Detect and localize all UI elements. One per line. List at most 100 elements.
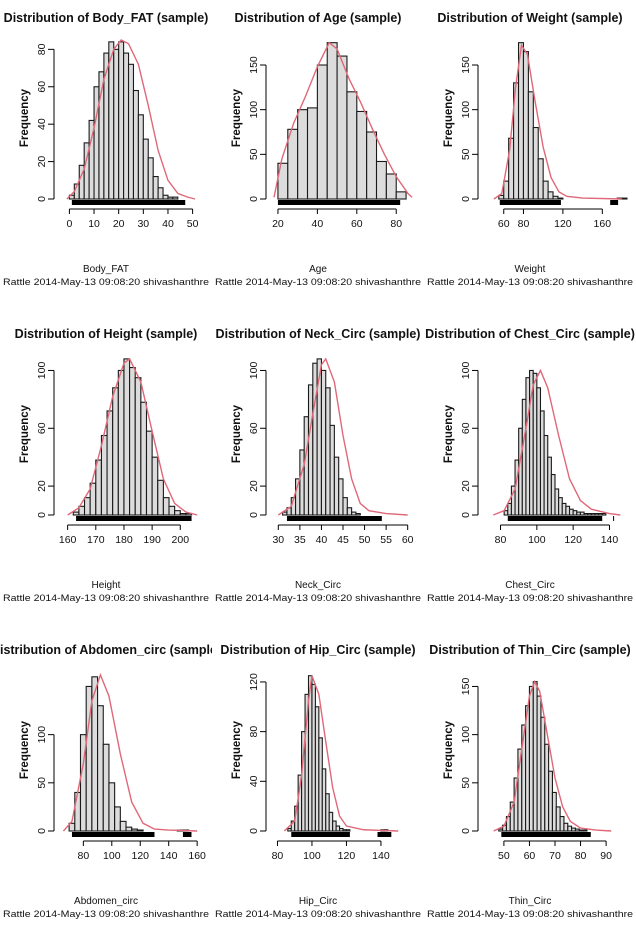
chart-svg: Distribution of Neck_Circ (sample) Frequ… [215,327,421,604]
y-axis-label: Frequency [231,720,243,779]
x-tick-label: 180 [115,534,133,546]
x-tick-label: 60 [402,534,414,546]
histogram-bar [539,410,545,516]
y-axis-label: Frequency [231,404,243,463]
x-tick-label: 55 [380,534,392,546]
x-tick-label: 40 [316,534,328,546]
histogram-bar [162,194,169,200]
x-axis-label: Thin_Circ [509,896,552,907]
histogram-bar [131,828,138,832]
y-tick-label: 0 [36,512,48,518]
y-tick-label: 0 [460,196,472,202]
x-axis-label: Abdomen_circ [74,896,138,907]
y-tick-label: 0 [460,512,472,518]
plot-area: 0 20 60 100 160 170 180 190 200 [36,357,198,546]
histogram-bar [112,387,119,516]
histogram-bar [137,114,144,200]
y-tick-label: 100 [36,726,48,744]
histogram-bar [527,91,534,200]
histogram-bar [118,41,125,200]
x-tick-label: 100 [528,534,546,546]
y-axis-label: Frequency [19,404,31,463]
y-axis-label: Frequency [443,404,455,463]
y-axis-label: Frequency [19,88,31,147]
rug-marks [610,200,619,205]
histogram-bar [571,827,576,832]
density-curve [273,41,413,198]
x-tick-label: 80 [518,218,530,230]
chart-title: Distribution of Chest_Circ (sample) [425,327,635,341]
y-tick-label: 100 [248,101,260,119]
histogram-bar [345,829,351,832]
histogram-bar [108,41,115,200]
histogram-bar [117,369,125,516]
x-tick-label: 60 [498,218,510,230]
x-tick-label: 0 [66,218,72,230]
chart-svg: Distribution of Age (sample) Frequency 0… [215,11,421,288]
histogram-bar [129,367,136,516]
y-tick-label: 50 [460,148,472,160]
x-tick-label: 160 [59,534,77,546]
chart-title: Distribution of Hip_Circ (sample) [220,643,415,657]
histogram-bar [167,196,174,200]
y-tick-label: 0 [460,828,472,834]
x-tick-label: 70 [549,850,561,862]
histogram-bar [559,816,565,832]
histogram-bar [108,782,116,832]
histogram-bar [312,362,318,516]
x-axis-label: Weight [515,264,546,275]
histogram-bar [537,158,544,200]
histogram-bar [578,829,584,832]
histogram-bar [551,791,557,832]
x-tick-label: 35 [294,534,306,546]
histogram-bar [540,716,546,832]
y-tick-label: 50 [248,148,260,160]
y-tick-label: 40 [36,118,48,130]
histogram-bar [282,511,288,516]
histogram-bar [542,180,549,200]
histogram-bar [528,685,534,832]
histogram-bar [338,478,344,516]
histogram-bar [567,825,573,832]
histogram-bar [168,505,176,516]
histogram-bar [102,743,110,832]
histogram-bar [95,459,102,516]
histogram-bar [320,369,327,516]
histogram-bar [136,829,144,832]
plot-area: 0 20 40 60 80 0 10 20 30 40 50 [36,39,199,230]
x-axis-label: Age [309,264,327,275]
density-curve [67,357,198,516]
y-tick-label: 100 [460,726,472,744]
rug-marks [499,200,561,205]
chart-svg: Distribution of Hip_Circ (sample) Freque… [215,643,421,920]
density-curve [66,39,196,200]
histogram-bar [119,820,127,832]
histogram-bar [174,510,181,516]
histogram-bar [503,180,510,200]
x-axis-label: Neck_Circ [295,580,341,591]
x-tick-label: 50 [359,534,371,546]
rug-marks [613,516,615,521]
histogram-bar [147,157,154,200]
histogram-bar [518,427,523,516]
y-axis-label: Frequency [443,720,455,779]
footer-caption: Rattle 2014-May-13 09:08:20 shivashanthr… [3,909,209,920]
y-tick-label: 60 [248,422,260,434]
footer-caption: Rattle 2014-May-13 09:08:20 shivashanthr… [427,909,633,920]
footer-caption: Rattle 2014-May-13 09:08:20 shivashanthr… [3,593,209,604]
histogram-bar [366,131,378,200]
x-tick-label: 40 [312,218,324,230]
y-tick-label: 150 [460,678,472,696]
histogram-bar [287,128,299,200]
histogram-bar [536,695,542,832]
x-tick-label: 120 [564,534,582,546]
histogram-bar [574,828,580,832]
chart-title: Distribution of Thin_Circ (sample) [429,643,630,657]
y-tick-label: 0 [36,828,48,834]
rug-marks [286,516,382,521]
rug-marks [71,200,186,205]
plot-area: 0 20 60 100 80 100 120 140 [460,362,621,546]
histogram-bar [555,806,561,832]
histogram-bar [395,191,407,200]
footer-caption: Rattle 2014-May-13 09:08:20 shivashanthr… [427,593,633,604]
